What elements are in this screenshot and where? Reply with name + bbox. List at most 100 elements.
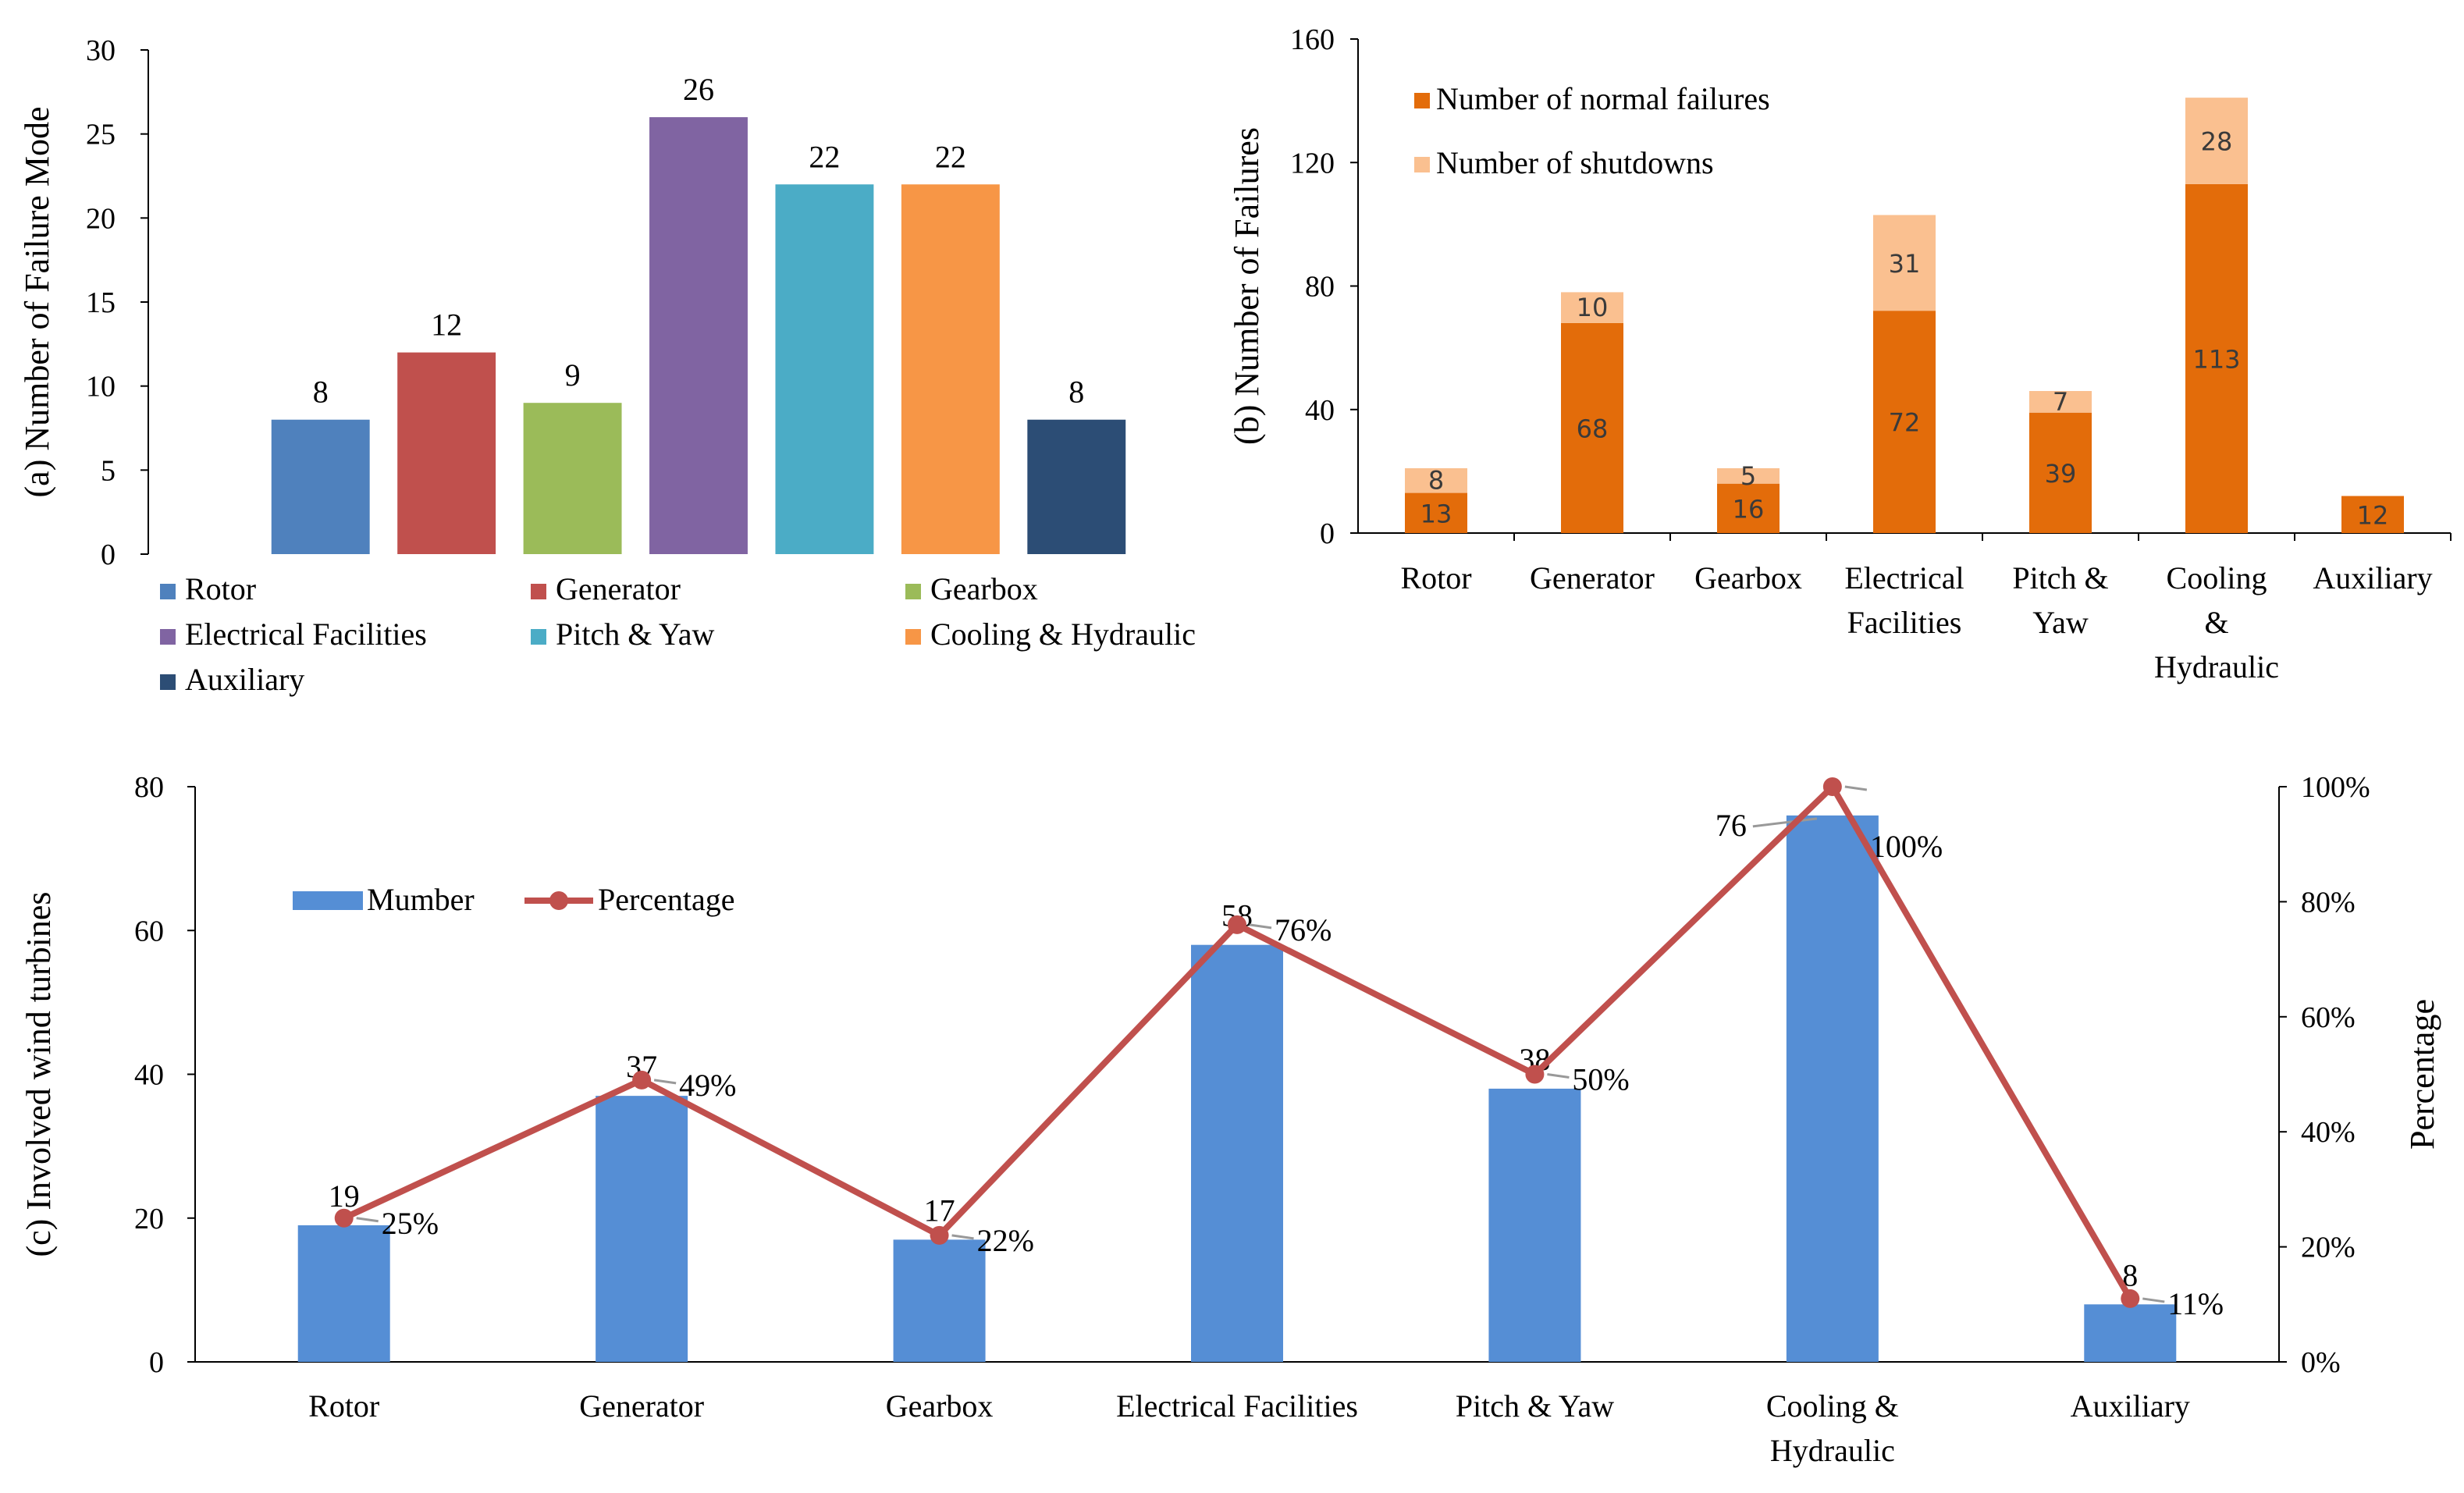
leader-line xyxy=(2142,1297,2165,1303)
leader-line xyxy=(951,1234,974,1240)
data-label: 7 xyxy=(2053,387,2068,417)
legend-swatch-bar xyxy=(293,891,363,910)
data-label: 16 xyxy=(1733,494,1765,524)
legend-label: Mumber xyxy=(367,882,475,917)
legend-label: Auxiliary xyxy=(185,662,304,697)
bar-gearbox xyxy=(893,1239,986,1362)
bar-generator xyxy=(596,1096,688,1362)
bar-number-of-normal-failures-auxiliary xyxy=(2341,496,2404,533)
percentage-marker xyxy=(2121,1289,2140,1308)
data-label: 39 xyxy=(2045,459,2077,489)
data-label-number: 19 xyxy=(329,1178,360,1214)
y-tick-right-label: 0% xyxy=(2301,1346,2341,1379)
y-tick-right-label: 20% xyxy=(2301,1232,2356,1264)
x-tick-label: Pitch & Yaw xyxy=(1456,1388,1614,1424)
y-axis-title: (c) Involved wind turbines xyxy=(20,892,58,1257)
y-tick-label: 20 xyxy=(134,1203,164,1235)
data-label-percent: 50% xyxy=(1572,1062,1629,1097)
data-label: 28 xyxy=(2201,127,2233,157)
data-label: 10 xyxy=(1577,293,1609,322)
percentage-marker xyxy=(632,1070,652,1090)
chart-a-failure-modes: 0 5 10 15 20 25 30 (a) Number of Failure Mode 8 1… xyxy=(18,34,1196,697)
percentage-marker xyxy=(1525,1065,1545,1084)
x-tick-label: Electrical xyxy=(1844,560,1964,595)
legend-label: Gearbox xyxy=(930,571,1038,606)
legend-label: Pitch & Yaw xyxy=(556,617,714,652)
data-label: 22 xyxy=(935,139,966,174)
bar-auxiliary xyxy=(1027,419,1126,554)
data-label: 72 xyxy=(1889,408,1921,438)
percentage-marker xyxy=(334,1208,354,1228)
y-axis-title: (b) Number of Failures xyxy=(1228,127,1266,445)
legend-swatch xyxy=(160,584,176,599)
chart-b-failures: 0 40 80 120 160 (b) Number of Failures 13 8 Roto… xyxy=(1228,23,2452,684)
x-tick-label: Cooling xyxy=(2167,560,2267,595)
bar-number-of-shutdowns-gearbox xyxy=(1717,467,1780,484)
data-label-percent: 49% xyxy=(679,1068,736,1103)
data-label: 8 xyxy=(1068,375,1084,410)
leader-line xyxy=(1844,785,1868,791)
legend-swatch xyxy=(160,629,176,645)
x-tick-label: Electrical Facilities xyxy=(1116,1388,1358,1424)
bar-electrical-facilities xyxy=(649,117,748,555)
bar-number-of-shutdowns-pitch-and-yaw xyxy=(2029,391,2092,413)
data-label: 12 xyxy=(2357,500,2389,530)
legend-label: Percentage xyxy=(598,882,734,917)
y-tick-label: 0 xyxy=(101,539,116,571)
data-label-percent: 11% xyxy=(2167,1286,2224,1321)
legend-swatch-marker xyxy=(549,891,568,910)
bar-number-of-normal-failures-rotor xyxy=(1405,492,1467,533)
legend-swatch xyxy=(905,584,921,599)
x-tick-label: Rotor xyxy=(1400,560,1471,595)
bar-cooling-and-hydraulic xyxy=(1786,815,1879,1362)
bar-number-of-normal-failures-generator xyxy=(1561,322,1623,533)
x-tick-label: Gearbox xyxy=(1694,560,1802,595)
y-tick-label: 15 xyxy=(86,286,116,319)
y-tick-label: 5 xyxy=(101,454,116,487)
bar-electrical-facilities xyxy=(1191,944,1283,1362)
x-tick-label: Yaw xyxy=(2032,605,2089,640)
x-tick-label: Cooling & xyxy=(1766,1388,1899,1424)
data-label-percent: 25% xyxy=(382,1206,439,1241)
legend-label: Number of shutdowns xyxy=(1436,145,1714,180)
data-label-percent: 76% xyxy=(1275,912,1332,947)
chart-c-involved-turbines: 0 20 40 60 80 0% 20% 40% 60% 80% 100% (c) Involved … xyxy=(20,771,2441,1468)
y-tick-right-label: 60% xyxy=(2301,1001,2356,1034)
bar-rotor xyxy=(271,419,370,554)
leader-line xyxy=(1547,1073,1570,1079)
bar-number-of-normal-failures-electrical-facilities xyxy=(1873,311,1936,533)
y-axis-right-title: Percentage xyxy=(2403,999,2441,1150)
x-tick-label: Auxiliary xyxy=(2313,560,2432,595)
bar-gearbox xyxy=(523,403,622,554)
y-tick-right-label: 40% xyxy=(2301,1116,2356,1149)
percentage-marker xyxy=(1822,777,1842,796)
bar-number-of-normal-failures-pitch-and-yaw xyxy=(2029,412,2092,533)
percentage-marker xyxy=(1228,915,1246,934)
legend-swatch xyxy=(1414,157,1430,172)
data-label-number: 76 xyxy=(1716,808,1747,843)
bar-rotor xyxy=(297,1225,390,1362)
data-label: 8 xyxy=(313,375,329,410)
legend-swatch xyxy=(1414,93,1430,108)
x-tick-label: & xyxy=(2204,605,2228,640)
data-label: 113 xyxy=(2192,344,2240,374)
y-tick-label: 20 xyxy=(86,202,116,235)
data-label: 31 xyxy=(1889,249,1921,279)
y-tick-label: 160 xyxy=(1290,23,1335,56)
x-tick-label: Generator xyxy=(1530,560,1655,595)
bar-number-of-shutdowns-cooling-and-hydraulic xyxy=(2185,98,2248,184)
x-tick-label: Rotor xyxy=(308,1388,379,1424)
bar-generator xyxy=(397,352,496,554)
y-axis-title: (a) Number of Failure Mode xyxy=(18,107,56,498)
y-tick-label: 80 xyxy=(1305,271,1335,304)
data-label-number: 8 xyxy=(2122,1257,2138,1292)
y-tick-label: 80 xyxy=(134,771,164,804)
x-tick-label: Generator xyxy=(579,1388,704,1424)
bar-number-of-normal-failures-cooling-and-hydraulic xyxy=(2185,183,2248,533)
data-label: 13 xyxy=(1420,499,1452,528)
bar-pitch-and-yaw xyxy=(775,184,874,554)
bar-cooling-and-hydraulic xyxy=(901,184,1000,554)
x-tick-label: Gearbox xyxy=(886,1388,994,1424)
y-tick-label: 0 xyxy=(1320,517,1335,550)
